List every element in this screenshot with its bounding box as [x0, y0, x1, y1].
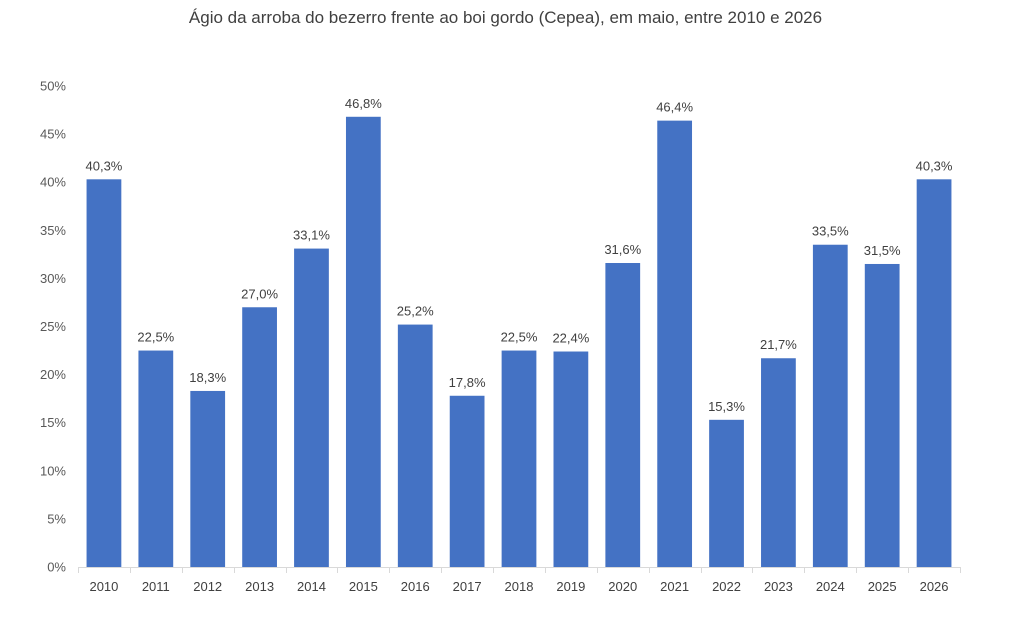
bar: [242, 307, 277, 567]
chart-title: Ágio da arroba do bezerro frente ao boi …: [188, 8, 823, 27]
y-tick-label: 25%: [40, 319, 66, 334]
data-label: 17,8%: [449, 375, 486, 390]
x-tick-label: 2016: [401, 579, 430, 594]
y-tick-label: 30%: [40, 271, 66, 286]
data-label: 40,3%: [86, 158, 123, 173]
x-tick-label: 2012: [193, 579, 222, 594]
x-tick-label: 2025: [868, 579, 897, 594]
bar: [709, 419, 744, 567]
data-label: 33,5%: [812, 224, 849, 239]
data-label: 22,5%: [501, 330, 538, 345]
data-label: 40,3%: [916, 158, 953, 173]
data-label: 22,5%: [137, 330, 174, 345]
x-tick-label: 2023: [764, 579, 793, 594]
y-tick-label: 40%: [40, 175, 66, 190]
x-tick-label: 2019: [556, 579, 585, 594]
x-tick-label: 2011: [142, 579, 170, 594]
y-tick-label: 50%: [40, 79, 66, 94]
bar: [345, 116, 381, 567]
bar: [761, 358, 796, 567]
data-label: 33,1%: [293, 228, 330, 243]
bar: [138, 350, 174, 567]
x-tick-label: 2026: [920, 579, 949, 594]
bar: [864, 263, 900, 567]
y-tick-label: 35%: [40, 223, 66, 238]
bar: [190, 390, 226, 567]
bar: [501, 350, 537, 567]
x-tick-label: 2022: [712, 579, 741, 594]
data-label: 46,8%: [345, 96, 382, 111]
data-label: 31,5%: [864, 243, 901, 258]
bar: [86, 179, 122, 567]
y-tick-label: 45%: [40, 127, 66, 142]
data-label: 27,0%: [241, 286, 278, 301]
y-tick-label: 15%: [40, 415, 66, 430]
x-tick-label: 2010: [89, 579, 118, 594]
y-tick-label: 5%: [47, 511, 66, 526]
x-tick-label: 2020: [608, 579, 637, 594]
data-label: 18,3%: [189, 370, 226, 385]
data-label: 31,6%: [604, 242, 641, 257]
y-tick-label: 20%: [40, 367, 66, 382]
bar: [605, 263, 641, 567]
bar: [449, 395, 485, 567]
bar: [657, 120, 693, 567]
bar: [553, 351, 589, 567]
x-tick-label: 2013: [245, 579, 274, 594]
bar: [294, 248, 329, 567]
data-label: 15,3%: [708, 399, 745, 414]
x-tick-label: 2021: [660, 579, 689, 594]
data-label: 46,4%: [656, 100, 693, 115]
data-label: 21,7%: [760, 337, 797, 352]
bar: [812, 244, 848, 568]
y-tick-label: 10%: [40, 463, 66, 478]
x-tick-label: 2014: [297, 579, 326, 594]
x-tick-label: 2018: [505, 579, 534, 594]
data-label: 22,4%: [552, 331, 589, 346]
data-label: 25,2%: [397, 304, 434, 319]
y-tick-label: 0%: [47, 560, 66, 575]
x-tick-label: 2024: [816, 579, 845, 594]
x-tick-label: 2015: [349, 579, 378, 594]
x-tick-label: 2017: [453, 579, 482, 594]
bar: [397, 324, 433, 567]
bar: [916, 179, 952, 567]
